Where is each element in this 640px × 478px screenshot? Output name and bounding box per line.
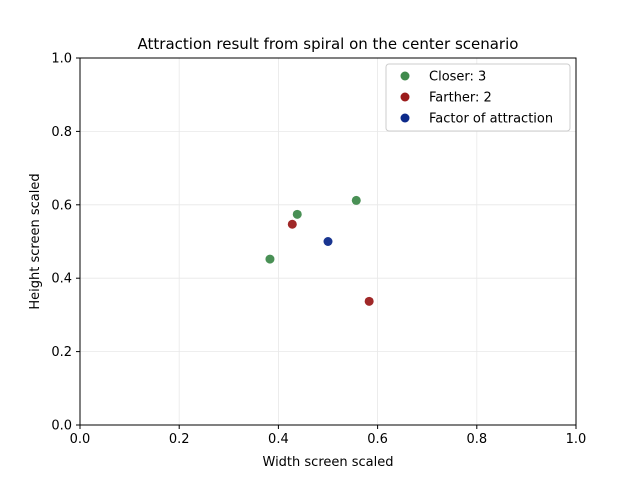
x-axis-label: Width screen scaled	[263, 455, 394, 470]
axis-ticks: 0.0 0.2 0.4 0.6 0.8 1.0 0.0 0.2 0.4 0.6 0.8 1.0	[51, 52, 586, 448]
y-tick-label: 0.8	[51, 125, 72, 140]
legend: Closer: 3 Farther: 2 Factor of attraction	[385, 63, 571, 132]
data-point	[265, 254, 275, 264]
x-tick-label: 1.0	[566, 432, 587, 447]
legend-marker	[400, 92, 410, 102]
legend-box	[385, 63, 571, 132]
y-tick-label: 0.2	[51, 345, 72, 360]
x-tick-label: 0.0	[70, 432, 91, 447]
legend-label: Farther: 2	[429, 91, 492, 106]
y-tick-label: 0.4	[51, 272, 72, 287]
x-tick-label: 0.2	[169, 432, 190, 447]
y-tick-label: 0.6	[51, 198, 72, 213]
data-point	[287, 219, 297, 229]
data-point	[351, 195, 361, 205]
legend-marker	[400, 71, 410, 81]
x-tick-label: 0.8	[466, 432, 487, 447]
data-point	[364, 296, 374, 306]
y-tick-label: 1.0	[51, 52, 72, 67]
data-point	[323, 237, 333, 246]
y-tick-label: 0.0	[51, 419, 72, 434]
plot-frame	[79, 57, 577, 426]
x-tick-label: 0.4	[268, 432, 289, 447]
y-axis-label: Height screen scaled	[28, 173, 43, 309]
data-points	[265, 195, 374, 306]
legend-marker	[400, 113, 410, 123]
legend-label: Factor of attraction	[429, 112, 553, 127]
data-point	[292, 209, 302, 219]
chart-title: Attraction result from spiral on the cen…	[138, 35, 519, 53]
legend-label: Closer: 3	[429, 70, 486, 85]
x-tick-label: 0.6	[367, 432, 388, 447]
